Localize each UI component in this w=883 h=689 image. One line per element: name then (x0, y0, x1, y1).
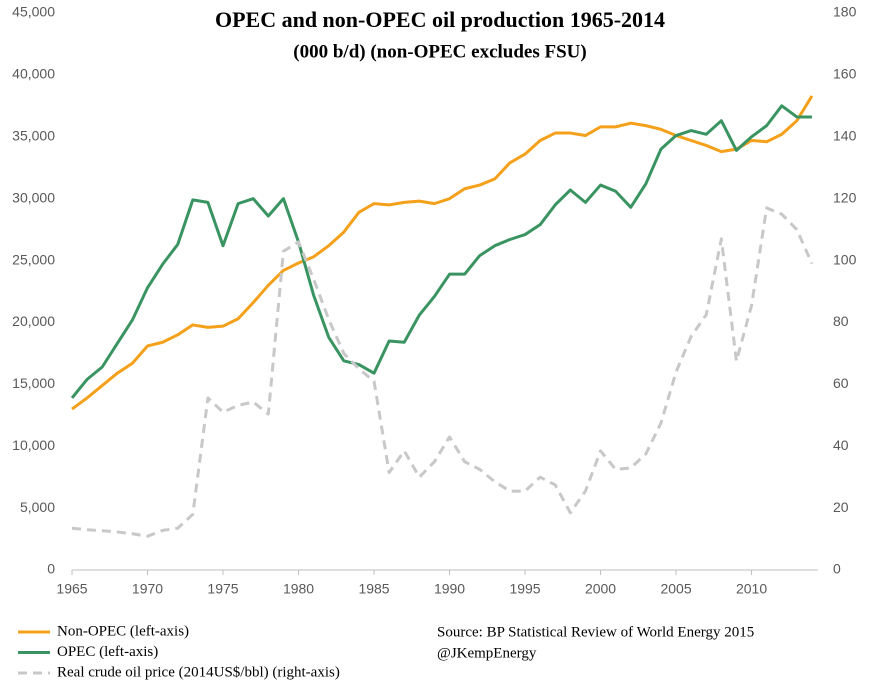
y-tick-label: 40,000 (12, 66, 55, 82)
y-tick-label: 45,000 (12, 4, 55, 20)
series-line (71, 95, 814, 411)
x-tick-label: 2010 (736, 581, 767, 597)
y-tick-label: 30,000 (12, 189, 55, 205)
legend-label: Non-OPEC (left-axis) (57, 623, 189, 639)
y2-tick-label: 160 (833, 66, 857, 82)
y-tick-label: 20,000 (12, 313, 55, 329)
x-tick-label: 2000 (585, 581, 616, 597)
legend-label: OPEC (left-axis) (57, 644, 158, 660)
x-tick-label: 1990 (434, 581, 465, 597)
x-tick-label: 1965 (56, 581, 87, 597)
y-tick-label: 15,000 (12, 375, 55, 391)
y-tick-label: 25,000 (12, 251, 55, 267)
x-tick-label: 1995 (509, 581, 540, 597)
y-tick-label: 10,000 (12, 437, 55, 453)
y2-tick-label: 100 (833, 251, 857, 267)
y-tick-label: 0 (47, 561, 55, 577)
x-tick-label: 1985 (358, 581, 389, 597)
credit-note: @JKempEnergy (437, 645, 537, 661)
y-tick-label: 35,000 (12, 127, 55, 143)
y2-tick-label: 180 (833, 4, 857, 20)
legend-label: Real crude oil price (2014US$/bbl) (righ… (57, 664, 340, 680)
series-line (71, 206, 814, 538)
y2-tick-label: 140 (833, 127, 857, 143)
x-tick-label: 2005 (660, 581, 691, 597)
y2-tick-label: 40 (833, 437, 849, 453)
x-tick-label: 1975 (207, 581, 238, 597)
chart-title: OPEC and non-OPEC oil production 1965-20… (215, 7, 665, 32)
x-tick-label: 1970 (132, 581, 163, 597)
chart-subtitle: (000 b/d) (non-OPEC excludes FSU) (293, 41, 586, 62)
x-tick-label: 1980 (283, 581, 314, 597)
y2-tick-label: 20 (833, 499, 849, 515)
y2-tick-label: 120 (833, 189, 857, 205)
y2-tick-label: 60 (833, 375, 849, 391)
y2-tick-label: 80 (833, 313, 849, 329)
y-tick-label: 5,000 (20, 499, 55, 515)
source-note: Source: BP Statistical Review of World E… (437, 624, 754, 640)
y2-tick-label: 0 (833, 561, 841, 577)
series-line (70, 104, 812, 399)
